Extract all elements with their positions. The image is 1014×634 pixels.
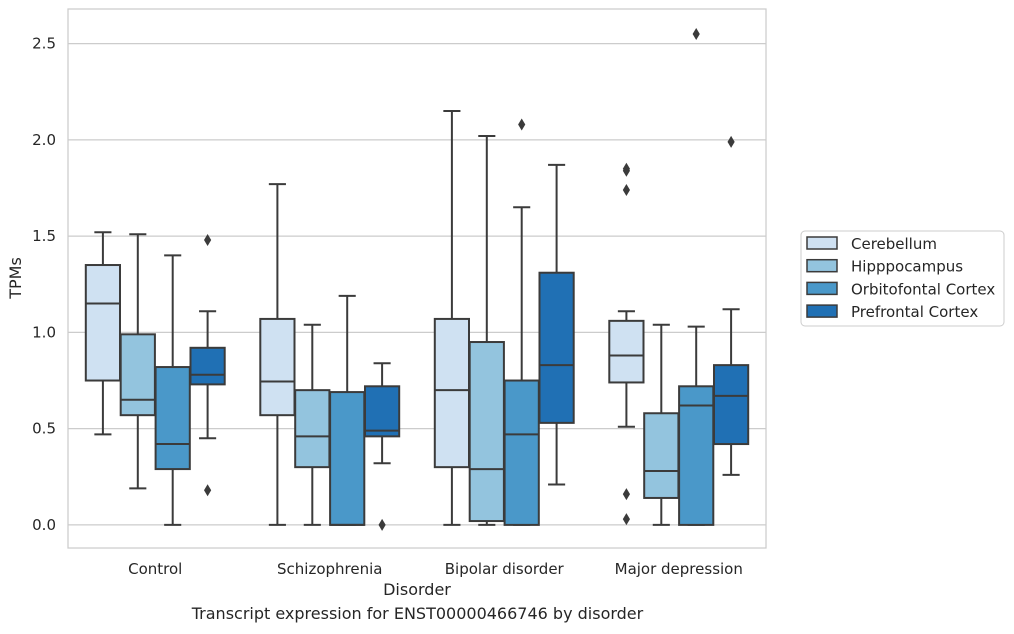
box-body [329, 391, 366, 526]
box-plot-chart: 0.0 0.5 1.0 1.5 2.0 2.5 Control Schizophrenia B… [6, 8, 1005, 599]
box-hipppocampus [468, 135, 505, 526]
y-axis-title: TPMs [6, 257, 25, 300]
x-tick-label: Schizophrenia [277, 560, 382, 578]
box-body [433, 317, 471, 469]
outlier-point [518, 118, 526, 131]
box-body [678, 385, 715, 526]
legend-label: Prefrontal Cortex [851, 303, 978, 321]
chart-caption: Transcript expression for ENST0000046674… [191, 604, 644, 623]
box-prefrontal-cortex [363, 362, 401, 531]
box-body [643, 412, 680, 499]
x-axis-title: Disorder [383, 580, 451, 599]
outlier-point [378, 518, 386, 531]
y-tick-label: 1.0 [32, 323, 56, 341]
y-axis-ticks: 0.0 0.5 1.0 1.5 2.0 2.5 [32, 35, 56, 534]
box-body [712, 364, 750, 446]
box-cerebellum [608, 162, 645, 526]
box-cerebellum [259, 183, 296, 526]
outlier-point [204, 484, 212, 497]
x-axis-ticks: Control Schizophrenia Bipolar disorder Majo… [128, 560, 743, 578]
outlier-point [622, 162, 630, 175]
box-body [363, 385, 401, 438]
x-tick-label: Major depression [615, 560, 743, 578]
y-tick-label: 0.0 [32, 516, 56, 534]
legend-frame [800, 230, 1005, 327]
outlier-point [727, 135, 735, 148]
box-body [154, 366, 191, 471]
legend-swatch [806, 304, 838, 318]
outlier-point [204, 234, 212, 246]
box-hipppocampus [294, 323, 331, 526]
legend-swatch [806, 281, 838, 296]
box-hipppocampus [643, 323, 680, 526]
box-body [119, 333, 156, 417]
box-orbitofontal-cortex [154, 254, 191, 526]
y-tick-label: 2.0 [32, 131, 56, 149]
box-cerebellum [433, 110, 471, 526]
box-body [84, 264, 122, 382]
box-orbitofontal-cortex [503, 118, 540, 526]
x-tick-label: Bipolar disorder [445, 560, 565, 578]
y-tick-label: 0.5 [32, 420, 56, 438]
outlier-point [622, 513, 630, 526]
legend-label: Cerebellum [851, 235, 937, 253]
legend-label: Hipppocampus [851, 258, 963, 276]
box-prefrontal-cortex [712, 135, 750, 476]
box-orbitofontal-cortex [329, 294, 366, 526]
legend-swatch [806, 258, 838, 273]
legend-label: Orbitofontal Cortex [851, 280, 995, 298]
box-body [608, 319, 645, 384]
box-body [503, 379, 540, 526]
plot-frame [67, 8, 767, 549]
box-body [468, 341, 505, 523]
box-body [189, 346, 226, 386]
legend-swatch [806, 236, 838, 250]
box-orbitofontal-cortex [678, 28, 715, 526]
box-body [259, 317, 296, 417]
box-cerebellum [84, 231, 122, 436]
legend: Cerebellum Hipppocampus Orbitofontal Corte… [800, 230, 1005, 327]
box-plot-area [84, 28, 750, 531]
y-tick-label: 2.5 [32, 35, 56, 53]
box-body [538, 271, 575, 424]
box-body [294, 389, 331, 469]
outlier-point [692, 28, 700, 41]
outlier-point [622, 183, 630, 196]
x-tick-label: Control [128, 560, 182, 578]
outlier-point [622, 488, 630, 501]
box-prefrontal-cortex [538, 163, 575, 486]
box-hipppocampus [119, 233, 156, 490]
y-tick-label: 1.5 [32, 227, 56, 245]
box-prefrontal-cortex [189, 234, 226, 497]
